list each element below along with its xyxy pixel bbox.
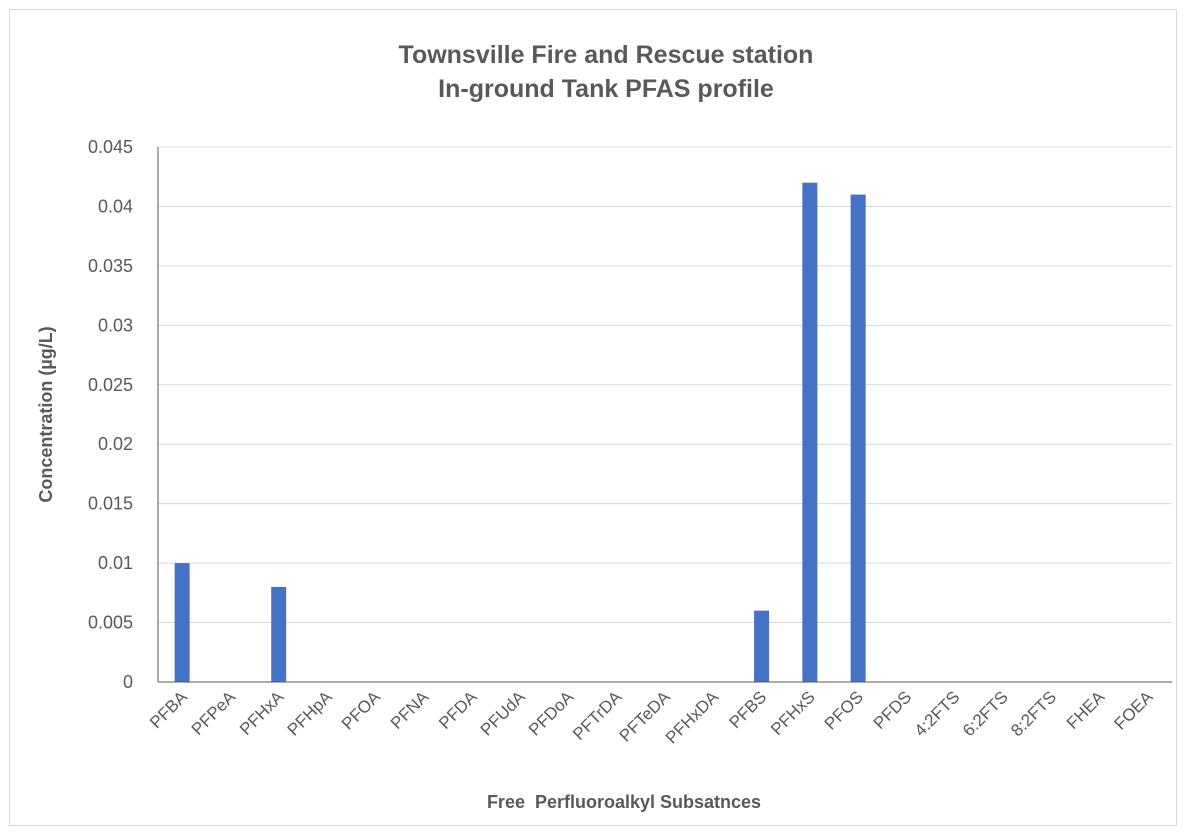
x-tick-label: PFDA <box>435 687 481 733</box>
y-tick-label: 0 <box>123 672 133 692</box>
x-tick-label: FOEA <box>1111 687 1158 734</box>
x-tick-label: PFDS <box>870 687 915 732</box>
x-tick-label: PFBA <box>146 687 191 732</box>
chart-title: Townsville Fire and Rescue station In-gr… <box>0 38 1189 106</box>
bar-pfos <box>850 194 866 683</box>
bar-pfhxs <box>802 182 818 682</box>
x-tick-label: PFOA <box>338 687 385 734</box>
chart-frame <box>9 9 1177 826</box>
gridlines <box>158 146 1172 624</box>
bars <box>174 182 866 683</box>
x-axis-title: Free Perfluoroalkyl Subsatnces <box>487 792 761 812</box>
y-tick-label: 0.035 <box>88 256 133 276</box>
x-tick-label: PFUdA <box>477 687 530 740</box>
bar-pfbs <box>754 610 770 682</box>
x-tick-label: PFHxA <box>236 687 288 739</box>
y-tick-label: 0.005 <box>88 613 133 633</box>
y-tick-labels: 0 0.005 0.01 0.015 0.02 0.025 0.03 0.035 0.04 0.0… <box>88 137 133 692</box>
x-tick-label: PFPeA <box>188 687 240 739</box>
x-tick-label: PFOS <box>821 687 867 733</box>
bar-pfhxa <box>271 586 287 682</box>
x-tick-label: 6:2FTS <box>959 687 1012 740</box>
x-tick-label: PFHxDA <box>662 687 723 748</box>
y-tick-label: 0.025 <box>88 375 133 395</box>
y-tick-label: 0.045 <box>88 137 133 157</box>
x-tick-label: PFNA <box>387 687 433 733</box>
chart-title-line-2: In-ground Tank PFAS profile <box>438 75 774 103</box>
x-tick-label: 4:2FTS <box>911 687 964 740</box>
x-tick-label: FHEA <box>1063 687 1109 733</box>
y-tick-label: 0.03 <box>98 315 133 335</box>
x-tick-label: PFHxS <box>767 687 819 739</box>
x-tick-label: PFHpA <box>284 687 337 740</box>
y-axis-title: Concentration (µg/L) <box>36 326 56 502</box>
y-tick-label: 0.015 <box>88 494 133 514</box>
chart-title-line-1: Townsville Fire and Rescue station <box>398 41 814 69</box>
x-tick-label: 8:2FTS <box>1007 687 1060 740</box>
y-tick-label: 0.02 <box>98 434 133 454</box>
bar-pfba <box>174 563 190 682</box>
y-tick-label: 0.01 <box>98 553 133 573</box>
y-tick-label: 0.04 <box>98 196 133 216</box>
x-tick-label: PFBS <box>726 687 771 732</box>
